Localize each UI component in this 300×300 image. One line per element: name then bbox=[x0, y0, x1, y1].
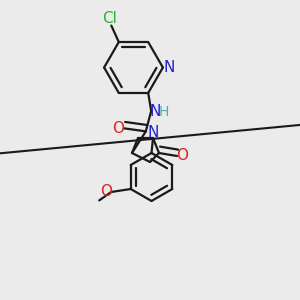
Text: N: N bbox=[149, 104, 160, 119]
Text: N: N bbox=[148, 125, 159, 140]
Text: O: O bbox=[176, 148, 188, 164]
Text: H: H bbox=[159, 105, 169, 119]
Text: Cl: Cl bbox=[102, 11, 117, 26]
Text: O: O bbox=[112, 121, 124, 136]
Text: O: O bbox=[100, 184, 112, 199]
Text: N: N bbox=[164, 60, 175, 75]
